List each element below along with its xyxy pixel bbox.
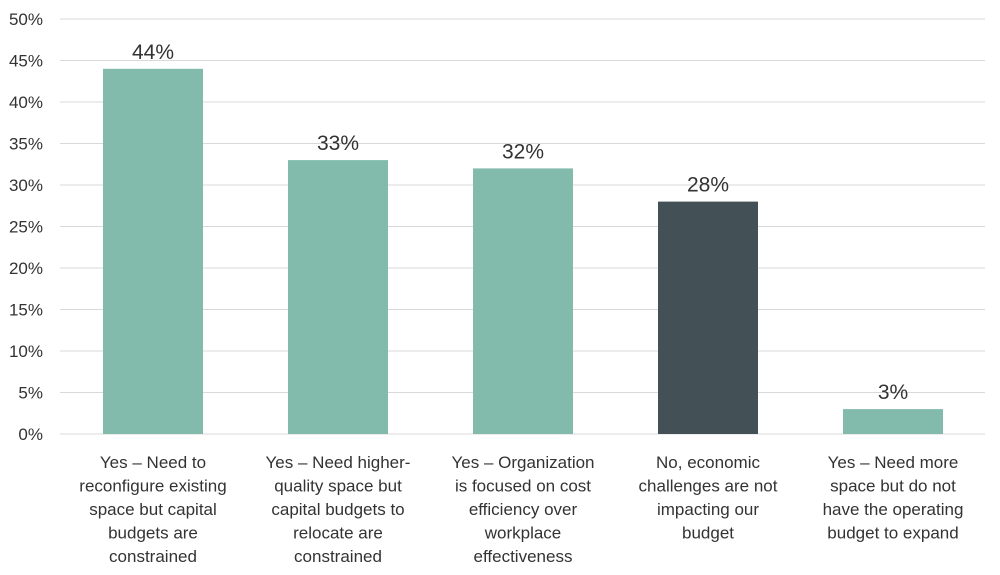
category-labels: Yes – Need to reconfigure existing space b… xyxy=(79,453,963,566)
data-label: 28% xyxy=(687,174,729,197)
category-label-line: space but do not xyxy=(830,477,956,496)
category-label-line: constrained xyxy=(109,547,197,566)
category-label-line: budget xyxy=(682,524,734,543)
y-tick-label: 20% xyxy=(9,259,43,278)
y-tick-label: 45% xyxy=(9,52,43,71)
y-tick-label: 0% xyxy=(18,425,43,444)
category-label-line: No, economic xyxy=(656,453,760,472)
category-label-line: Yes – Need to xyxy=(100,453,206,472)
category-label: Yes – Organization is focused on cost effi… xyxy=(451,453,594,566)
category-label-line: Yes – Need higher- xyxy=(266,453,411,472)
y-tick-label: 40% xyxy=(9,93,43,112)
category-label-line: quality space but xyxy=(274,477,402,496)
category-label-line: budget to expand xyxy=(827,524,958,543)
y-tick-label: 50% xyxy=(9,10,43,29)
category-label: No, economic challenges are not impacting … xyxy=(639,453,778,543)
category-label-line: workplace xyxy=(484,524,562,543)
data-label: 33% xyxy=(317,132,359,155)
y-tick-label: 30% xyxy=(9,176,43,195)
y-tick-label: 15% xyxy=(9,301,43,320)
category-label-line: effectiveness xyxy=(474,547,573,566)
category-label-line: relocate are xyxy=(293,524,383,543)
y-tick-label: 35% xyxy=(9,135,43,154)
bar xyxy=(473,168,573,434)
category-label-line: challenges are not xyxy=(639,477,778,496)
bar xyxy=(288,160,388,434)
y-tick-label: 10% xyxy=(9,342,43,361)
y-axis-tick-labels: 0% 5% 10% 15% 20% 25% 30% 35% 40% 45% 50% xyxy=(9,10,43,444)
category-label-line: Yes – Need more xyxy=(828,453,959,472)
category-label-line: is focused on cost xyxy=(455,477,591,496)
bar xyxy=(103,68,203,435)
category-label-line: efficiency over xyxy=(469,500,578,519)
y-tick-label: 25% xyxy=(9,218,43,237)
category-label-line: reconfigure existing xyxy=(79,477,226,496)
category-label-line: have the operating xyxy=(823,500,964,519)
bar xyxy=(843,409,943,434)
y-tick-label: 5% xyxy=(18,384,43,403)
category-label-line: Yes – Organization xyxy=(451,453,594,472)
bar xyxy=(658,201,758,434)
category-label-line: impacting our xyxy=(657,500,759,519)
category-label-line: space but capital xyxy=(89,500,217,519)
data-labels: 44% 33% 32% 28% 3% xyxy=(132,41,908,404)
category-label: Yes – Need more space but do not have the … xyxy=(823,453,964,543)
category-label: Yes – Need higher-quality space but capit… xyxy=(266,453,411,566)
category-label-line: capital budgets to xyxy=(271,500,404,519)
data-label: 44% xyxy=(132,41,174,64)
bars xyxy=(103,68,943,435)
data-label: 32% xyxy=(502,140,544,163)
data-label: 3% xyxy=(878,381,908,404)
category-label-line: budgets are xyxy=(108,524,198,543)
category-label: Yes – Need to reconfigure existing space b… xyxy=(79,453,226,566)
category-label-line: constrained xyxy=(294,547,382,566)
